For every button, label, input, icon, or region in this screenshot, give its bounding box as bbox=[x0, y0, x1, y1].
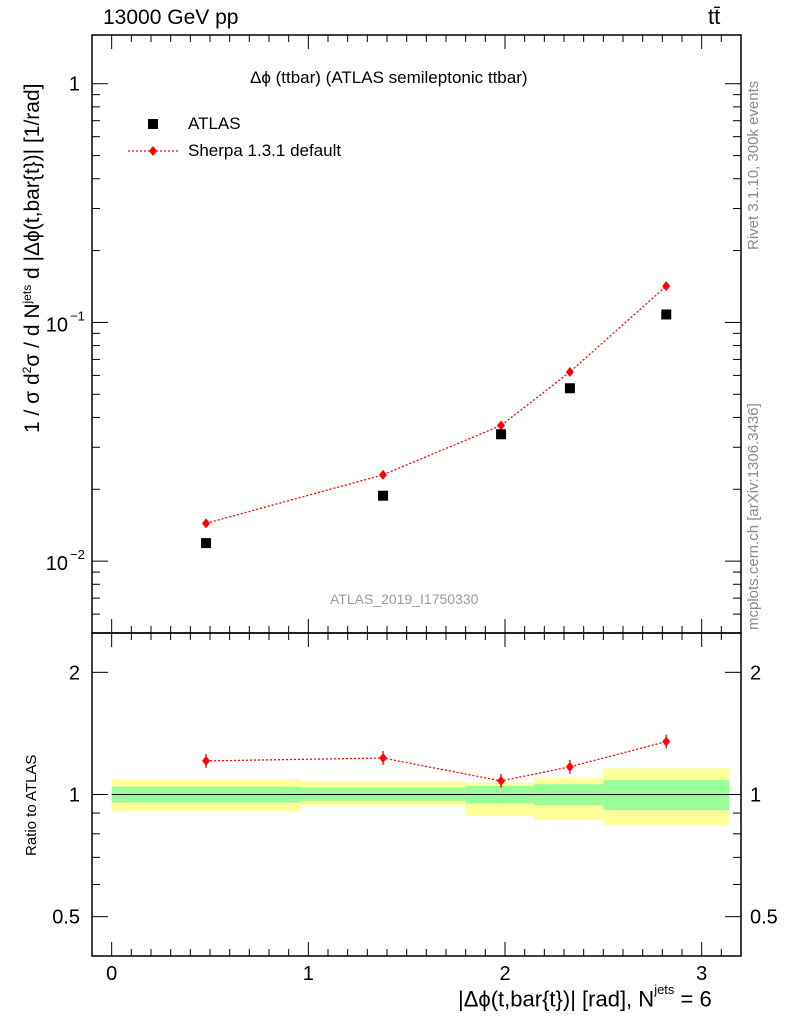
ratio-y-tick-label-right-2: 2 bbox=[750, 662, 761, 684]
ratio-y-tick-label-left-2: 2 bbox=[69, 662, 80, 684]
ratio-y-tick-label-right-1: 1 bbox=[750, 785, 761, 807]
source-label: mcplots.cern.ch [arXiv:1306.3436] bbox=[745, 403, 762, 630]
sherpa-point-3 bbox=[565, 366, 574, 377]
legend-marker-sherpa bbox=[149, 146, 157, 156]
sherpa-line bbox=[205, 285, 667, 524]
energy-label: 13000 GeV pp bbox=[103, 6, 239, 29]
ratio-y-axis-label: Ratio to ATLAS bbox=[23, 754, 40, 856]
ratio-sherpa-point-3 bbox=[565, 761, 574, 772]
ratio-y-tick-label-right-0: 0.5 bbox=[750, 907, 778, 929]
process-label: tt̄ bbox=[708, 4, 721, 29]
atlas-point-3 bbox=[564, 383, 575, 394]
y-label-part-3: d |Δϕ(t,bar{t})| [1/rad] bbox=[21, 83, 44, 285]
ratio-sherpa-point-4 bbox=[662, 736, 671, 747]
main-y-tick-exp-0: −2 bbox=[70, 547, 85, 562]
x-axis-label: |Δϕ(t,bar{t})| [rad], Njets = 6 bbox=[458, 982, 712, 1012]
sherpa-point-0 bbox=[202, 518, 211, 529]
x-label-part-1: |Δϕ(t,bar{t})| [rad], N bbox=[458, 986, 655, 1012]
main-y-axis-label: 1 / σ d2σ / d Njets d |Δϕ(t,bar{t})| [1/… bbox=[20, 84, 45, 434]
atlas-point-0 bbox=[201, 538, 212, 549]
plot-title: Δϕ (ttbar) (ATLAS semileptonic ttbar) bbox=[250, 68, 528, 87]
atlas-point-1 bbox=[378, 490, 389, 501]
sherpa-point-4 bbox=[662, 281, 671, 292]
y-label-sup-2: jets bbox=[20, 284, 34, 304]
legend-label-atlas: ATLAS bbox=[188, 114, 241, 133]
atlas-point-4 bbox=[661, 309, 672, 320]
main-y-tick-exp-1: −1 bbox=[70, 308, 85, 323]
y-label-part-2: σ / d N bbox=[21, 303, 44, 367]
sherpa-point-2 bbox=[497, 420, 506, 431]
ratio-inner-band-4 bbox=[603, 780, 730, 811]
x-tick-label-0: 0 bbox=[106, 963, 117, 985]
y-label-part-1: 1 / σ d bbox=[21, 373, 44, 433]
x-label-part-2: = 6 bbox=[674, 986, 712, 1012]
atlas-point-2 bbox=[496, 429, 507, 440]
analysis-watermark: ATLAS_2019_I1750330 bbox=[330, 591, 479, 607]
main-y-tick-label-2: 1 bbox=[69, 74, 80, 96]
ratio-y-tick-label-left-1: 1 bbox=[69, 785, 80, 807]
ratio-sherpa-point-0 bbox=[202, 755, 211, 766]
sherpa-point-1 bbox=[379, 469, 388, 480]
main-y-tick-label-0: 10 bbox=[46, 553, 68, 575]
legend-marker-atlas bbox=[148, 119, 158, 129]
x-tick-label-2: 2 bbox=[499, 963, 510, 985]
ratio-sherpa-point-2 bbox=[497, 775, 506, 786]
main-y-tick-label-1: 10 bbox=[46, 314, 68, 336]
legend-label-sherpa: Sherpa 1.3.1 default bbox=[188, 141, 342, 160]
x-label-sup: jets bbox=[654, 982, 675, 997]
ratio-sherpa-line bbox=[206, 740, 667, 782]
ratio-y-tick-label-left-0: 0.5 bbox=[52, 907, 80, 929]
x-tick-label-1: 1 bbox=[303, 963, 314, 985]
ratio-sherpa-point-1 bbox=[379, 753, 388, 764]
x-tick-label-3: 3 bbox=[696, 963, 707, 985]
y-label-sup-1: 2 bbox=[20, 366, 34, 374]
rivet-label: Rivet 3.1.10, 300k events bbox=[745, 80, 762, 250]
